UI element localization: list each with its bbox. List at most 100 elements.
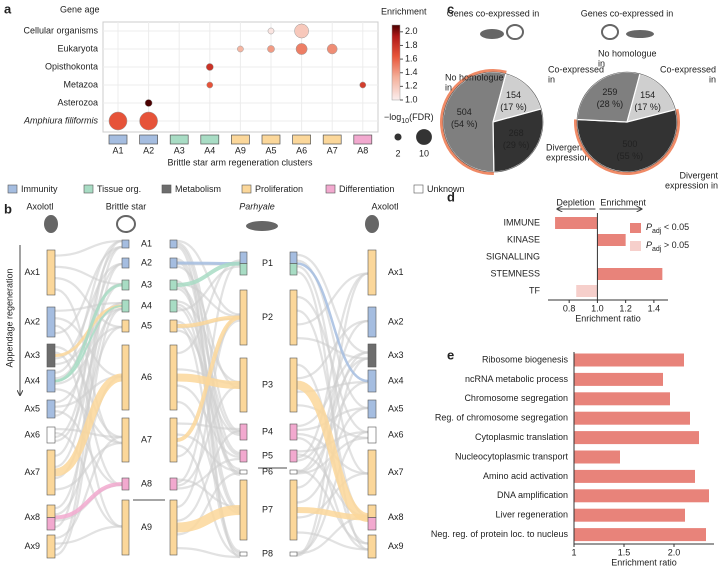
node-label: Ax4 xyxy=(24,375,40,385)
colorbar-tick-label: 2.0 xyxy=(405,26,418,36)
colorbar-tick-label: 1.8 xyxy=(405,40,418,50)
pie-highlight xyxy=(440,69,507,175)
dot xyxy=(206,63,214,71)
icon xyxy=(116,215,136,233)
slice-value: 268 xyxy=(509,128,524,138)
node xyxy=(46,249,56,296)
node xyxy=(169,344,178,411)
dot xyxy=(108,111,128,131)
node xyxy=(46,449,56,496)
node xyxy=(169,239,178,249)
node xyxy=(121,279,130,291)
size-legend-title: −log10(FDR) xyxy=(384,112,434,124)
node xyxy=(121,299,130,313)
cluster-box xyxy=(353,134,373,145)
flow xyxy=(295,380,370,522)
legend-swatch xyxy=(161,184,172,194)
node xyxy=(46,504,56,518)
slice-label: in xyxy=(709,74,716,84)
x-tick-label: A5 xyxy=(265,145,276,155)
node xyxy=(289,551,298,557)
title-part: −log xyxy=(384,112,401,122)
dot xyxy=(294,23,309,39)
column-title: Axolotl xyxy=(26,201,53,211)
flow xyxy=(176,285,241,435)
y-tick-label: Cytoplasmic translation xyxy=(475,432,568,442)
column-title: Parhyale xyxy=(239,201,275,211)
node-label: Ax1 xyxy=(388,267,404,277)
node xyxy=(46,399,56,419)
slice-percent: (54 %) xyxy=(451,119,478,129)
x-tick-label: A7 xyxy=(327,145,338,155)
node xyxy=(121,477,130,491)
node-label: Ax6 xyxy=(24,429,40,439)
flow xyxy=(176,471,241,536)
colorbar-title: Enrichment xyxy=(381,6,427,16)
dot xyxy=(139,111,158,131)
pie-outline xyxy=(442,71,544,173)
legend-label: Immunity xyxy=(21,184,58,194)
node xyxy=(169,477,178,491)
node xyxy=(367,517,377,531)
slice-percent: (17 %) xyxy=(500,102,527,112)
dot xyxy=(326,43,338,55)
flow xyxy=(54,265,123,286)
flow xyxy=(296,351,369,428)
flow xyxy=(54,245,123,528)
slice-label: Divergent xyxy=(546,142,585,152)
node xyxy=(239,423,248,441)
node xyxy=(367,504,377,518)
node xyxy=(169,417,178,463)
bar xyxy=(597,234,626,246)
legend-swatch xyxy=(325,184,336,194)
y-tick-label: IMMUNE xyxy=(504,217,541,227)
legend-swatch xyxy=(7,184,18,194)
slice-value: 500 xyxy=(622,139,637,149)
node xyxy=(46,517,56,531)
node-label: A8 xyxy=(141,478,152,488)
y-tick-label: Eukaryota xyxy=(57,43,98,53)
flow xyxy=(176,505,241,533)
cluster-box xyxy=(322,134,342,145)
panel-label: a xyxy=(4,1,12,16)
y-tick-label: STEMNESS xyxy=(490,268,540,278)
node xyxy=(239,479,248,541)
x-tick-label: A1 xyxy=(112,145,123,155)
panel-label: e xyxy=(447,347,454,362)
y-tick-label: Liver regeneration xyxy=(495,510,568,520)
flow xyxy=(176,300,241,384)
node-label: Ax9 xyxy=(388,541,404,551)
flow xyxy=(176,422,241,431)
column-title: Brittle star xyxy=(106,201,147,211)
icon xyxy=(626,30,654,38)
node-label: P4 xyxy=(262,426,273,436)
node xyxy=(239,469,248,475)
node xyxy=(367,306,377,338)
slice-value: 259 xyxy=(602,87,617,97)
flow xyxy=(296,531,369,551)
y-tick-label: Neg. reg. of protein loc. to nucleus xyxy=(431,529,569,539)
legend-swatch xyxy=(413,184,424,194)
x-tick-label: 1.0 xyxy=(591,303,604,313)
legend-name: P xyxy=(646,240,652,250)
node xyxy=(121,344,130,411)
node-label: A2 xyxy=(141,257,152,267)
node-label: Ax7 xyxy=(388,467,404,477)
node xyxy=(239,289,248,346)
pie-outline xyxy=(576,71,678,173)
x-tick-label: 2.0 xyxy=(668,547,681,557)
x-tick-label: 1.2 xyxy=(619,303,632,313)
colorbar-tick-label: 1.6 xyxy=(405,53,418,63)
x-tick-label: A9 xyxy=(235,145,246,155)
flow xyxy=(296,272,369,556)
dot xyxy=(206,81,214,89)
flow xyxy=(296,272,369,326)
y-tick-label: Asterozoa xyxy=(57,97,98,107)
flow xyxy=(296,253,369,354)
slice-label: in xyxy=(548,74,555,84)
flow xyxy=(54,373,123,477)
node-label: Ax8 xyxy=(24,512,40,522)
node xyxy=(239,263,248,276)
legend-label: Padj > 0.05 xyxy=(646,240,689,252)
